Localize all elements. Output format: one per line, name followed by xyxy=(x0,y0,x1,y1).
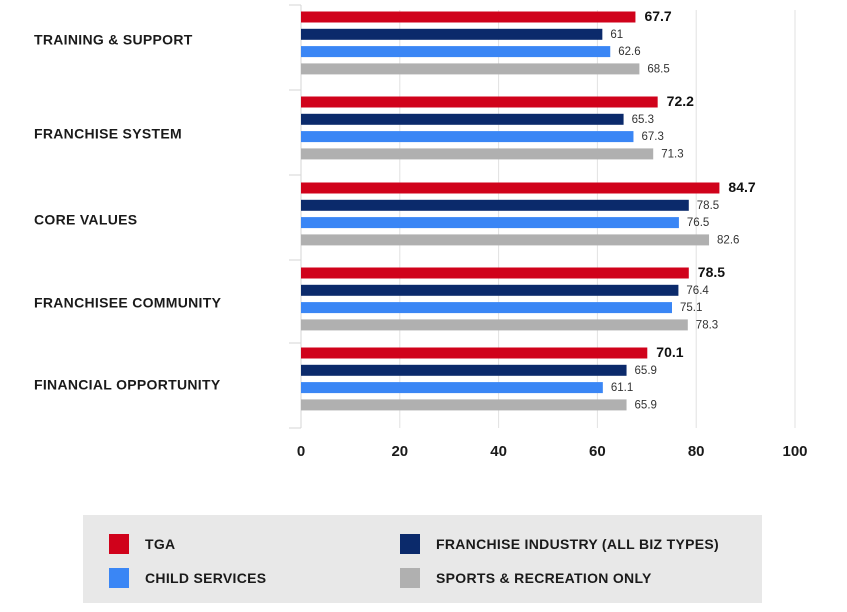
category-label: FRANCHISEE COMMUNITY xyxy=(34,295,222,311)
bar xyxy=(301,28,603,40)
value-label: 84.7 xyxy=(728,179,755,195)
bar xyxy=(301,182,720,194)
bar xyxy=(301,113,624,125)
x-tick-label: 100 xyxy=(782,443,807,460)
bar xyxy=(301,96,658,108)
x-tick-label: 0 xyxy=(297,443,305,460)
legend-swatch xyxy=(109,568,129,588)
value-label: 76.4 xyxy=(686,285,709,297)
bar xyxy=(301,267,689,279)
value-label: 72.2 xyxy=(667,93,694,109)
value-label: 61 xyxy=(610,29,623,41)
legend-label: CHILD SERVICES xyxy=(145,570,267,586)
legend-label: TGA xyxy=(145,536,176,552)
legend-swatch xyxy=(400,568,420,588)
value-label: 65.9 xyxy=(635,399,657,411)
category-label: TRAINING & SUPPORT xyxy=(34,32,193,48)
bar xyxy=(301,199,689,211)
value-label: 62.6 xyxy=(618,46,640,58)
value-label: 67.3 xyxy=(641,131,663,143)
value-label: 78.3 xyxy=(696,319,718,331)
value-label: 65.3 xyxy=(632,114,654,126)
bar xyxy=(301,347,648,359)
bar xyxy=(301,46,611,58)
bar xyxy=(301,284,679,296)
bar-chart: TRAINING & SUPPORT FRANCHISE SYSTEM CORE V… xyxy=(34,4,808,460)
legend-swatch xyxy=(400,534,420,554)
x-tick-label: 60 xyxy=(589,443,606,460)
x-tick-label: 40 xyxy=(490,443,507,460)
value-label: 65.9 xyxy=(635,365,657,377)
category-label: FINANCIAL OPPORTUNITY xyxy=(34,377,221,393)
value-label: 78.5 xyxy=(697,200,719,212)
bar xyxy=(301,364,627,376)
legend-item: SPORTS & RECREATION ONLY xyxy=(400,568,652,588)
x-tick-label: 80 xyxy=(688,443,705,460)
legend: TGA FRANCHISE INDUSTRY (ALL BIZ TYPES) CHI… xyxy=(83,515,762,603)
bar xyxy=(301,302,672,314)
legend-item: TGA xyxy=(109,534,175,554)
bar xyxy=(301,319,688,331)
legend-swatch xyxy=(109,534,129,554)
legend-label: FRANCHISE INDUSTRY (ALL BIZ TYPES) xyxy=(436,536,719,552)
bar xyxy=(301,399,627,411)
bar xyxy=(301,234,710,246)
value-label: 82.6 xyxy=(717,234,739,246)
bar xyxy=(301,148,654,160)
bar xyxy=(301,217,679,229)
value-label: 61.1 xyxy=(611,382,633,394)
value-label: 68.5 xyxy=(647,63,669,75)
category-label: FRANCHISE SYSTEM xyxy=(34,126,182,142)
x-tick-label: 20 xyxy=(391,443,408,460)
value-label: 71.3 xyxy=(661,148,683,160)
value-label: 78.5 xyxy=(698,264,725,280)
bar xyxy=(301,63,640,75)
bar xyxy=(301,131,634,143)
value-label: 75.1 xyxy=(680,302,702,314)
value-label: 70.1 xyxy=(656,344,683,360)
legend-item: CHILD SERVICES xyxy=(109,568,266,588)
value-label: 76.5 xyxy=(687,217,709,229)
value-label: 67.7 xyxy=(644,8,671,24)
legend-item: FRANCHISE INDUSTRY (ALL BIZ TYPES) xyxy=(400,534,719,554)
bar xyxy=(301,382,603,394)
category-label: CORE VALUES xyxy=(34,212,137,228)
legend-label: SPORTS & RECREATION ONLY xyxy=(436,570,652,586)
bar xyxy=(301,11,636,23)
